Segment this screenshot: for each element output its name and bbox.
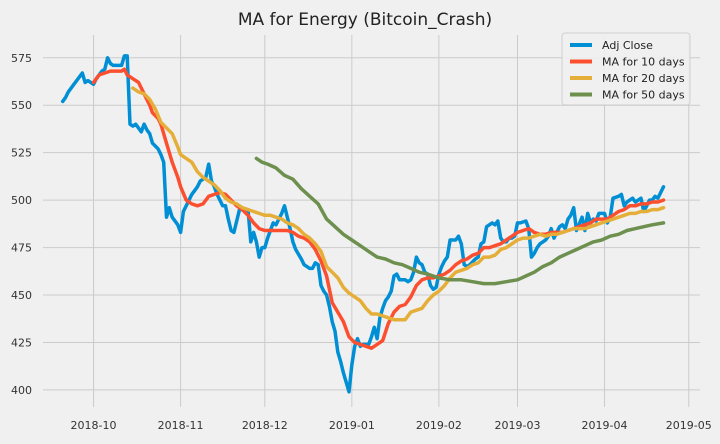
chart-title: MA for Energy (Bitcoin_Crash) (238, 10, 492, 30)
x-tick-label: 2019-05 (666, 419, 712, 432)
legend-box (561, 32, 691, 106)
y-tick-label: 400 (11, 384, 32, 397)
y-tick-label: 550 (11, 99, 32, 112)
series-line-adj-close (60, 54, 666, 394)
legend: Adj Close MA for 10 days MA for 20 days MA … (561, 32, 691, 106)
grid (43, 35, 700, 407)
series-line-ma-for-10-days (91, 67, 666, 350)
y-tick-label: 500 (11, 194, 32, 207)
series-line-ma-for-50-days (254, 156, 666, 286)
x-tick-label: 2019-02 (416, 419, 462, 432)
legend-label: MA for 20 days (602, 72, 685, 85)
legend-label: Adj Close (602, 39, 653, 52)
series-lines (60, 54, 666, 394)
x-tick-label: 2019-01 (329, 419, 375, 432)
x-tick-label: 2018-12 (242, 419, 288, 432)
y-tick-label: 525 (11, 147, 32, 160)
y-tick-label: 450 (11, 289, 32, 302)
axis-labels: 400 425 450 475 500 525 550 575 2018-10 2018-11 20… (11, 52, 712, 432)
x-tick-label: 2018-10 (71, 419, 117, 432)
x-tick-label: 2018-11 (158, 419, 204, 432)
x-tick-label: 2019-03 (495, 419, 541, 432)
legend-label: MA for 50 days (602, 89, 685, 102)
x-tick-label: 2019-04 (582, 419, 628, 432)
series-line-ma-for-20-days (131, 86, 666, 322)
y-tick-label: 475 (11, 242, 32, 255)
y-tick-label: 575 (11, 52, 32, 65)
y-tick-label: 425 (11, 336, 32, 349)
legend-label: MA for 10 days (602, 56, 685, 69)
